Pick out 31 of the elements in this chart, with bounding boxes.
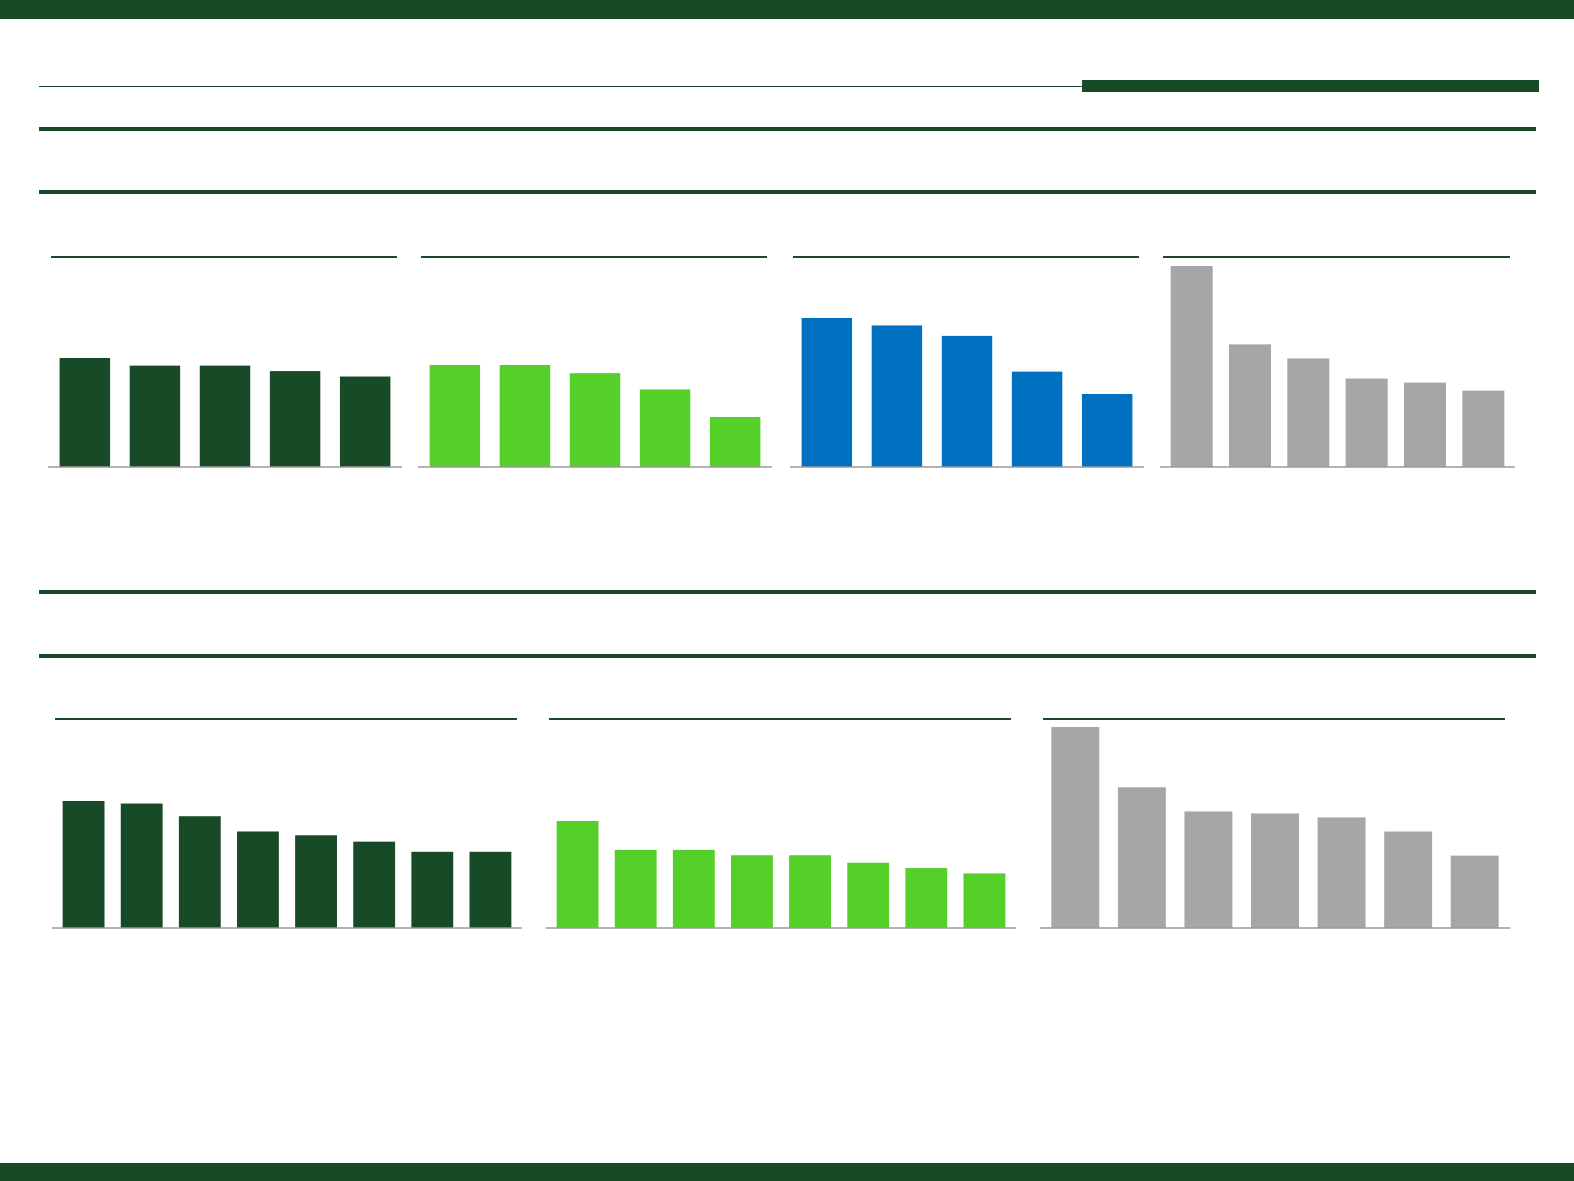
bar: [614, 849, 657, 928]
bar: [429, 365, 481, 467]
bar: [963, 873, 1006, 928]
bar: [709, 417, 761, 467]
bar: [120, 803, 163, 928]
bar: [1081, 393, 1133, 467]
bar: [295, 835, 337, 928]
bar: [1011, 371, 1063, 467]
bar: [499, 365, 551, 467]
bar: [941, 335, 993, 467]
bar: [237, 831, 279, 928]
bar: [59, 358, 111, 467]
bar: [847, 862, 890, 928]
bar: [639, 389, 691, 467]
bar: [871, 325, 923, 467]
bar: [672, 849, 715, 928]
bar: [411, 851, 454, 928]
bar: [789, 855, 831, 928]
bar: [178, 816, 221, 928]
bar: [62, 801, 105, 928]
bar: [731, 855, 773, 928]
bar: [556, 821, 599, 928]
bar: [353, 841, 396, 928]
bar: [269, 371, 321, 467]
bar: [469, 851, 512, 928]
bar: [129, 365, 181, 467]
bar: [199, 365, 251, 467]
bar: [339, 376, 391, 467]
bar: [801, 318, 853, 467]
bar: [905, 868, 948, 928]
bar: [569, 373, 621, 467]
